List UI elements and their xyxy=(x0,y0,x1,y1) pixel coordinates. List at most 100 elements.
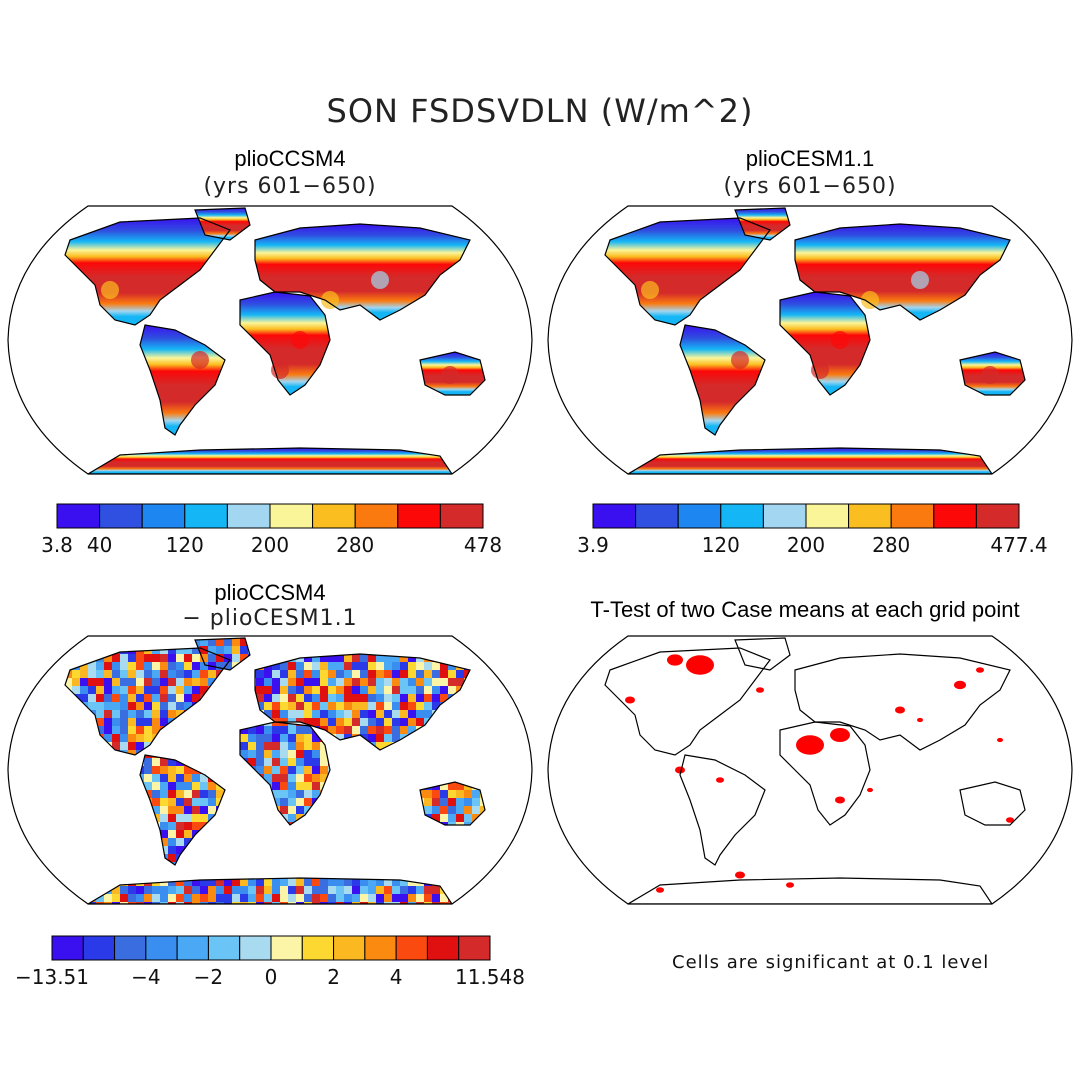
land-fill-antarctica xyxy=(628,448,992,474)
colorbar-swatch xyxy=(114,935,147,961)
significant-cell xyxy=(686,655,714,675)
colorbar-swatch xyxy=(239,935,272,961)
coastline-northAmerica xyxy=(64,217,231,326)
colorbar-tl: 3.8 40 120 200 280 478 xyxy=(41,503,502,557)
significant-cell xyxy=(917,717,923,723)
map-panel-tr xyxy=(547,205,1073,475)
colorbar-swatch xyxy=(848,503,892,529)
colorbar-tick-label: 120 xyxy=(702,533,740,557)
coastline-africa xyxy=(239,291,331,396)
significant-cell xyxy=(735,871,745,879)
field-patch xyxy=(911,271,929,289)
coastline-australia xyxy=(419,781,486,826)
coastline-southAmerica xyxy=(139,754,226,866)
field-patch xyxy=(861,291,879,309)
colorbar-swatch xyxy=(312,503,356,529)
land-fill-northAmerica xyxy=(605,218,770,325)
colorbar-swatch xyxy=(395,935,428,961)
field-patch xyxy=(641,281,659,299)
map-panel-br xyxy=(547,635,1073,905)
coastline-australia xyxy=(959,781,1026,826)
panel-subtitle-tr: (yrs 601−650) xyxy=(723,174,897,199)
coastline-eurasia xyxy=(254,653,471,751)
colorbar-swatch xyxy=(426,935,460,961)
figure-title: SON FSDSVDLN (W/m^2) xyxy=(326,92,754,130)
colorbar-swatch xyxy=(301,935,335,961)
field-patch xyxy=(291,331,309,349)
land-fill-greenland xyxy=(735,208,790,240)
significant-cell xyxy=(656,887,664,893)
colorbar-swatch xyxy=(270,935,303,961)
land-fill-eurasia xyxy=(255,224,470,320)
colorbar-swatch xyxy=(269,503,314,529)
colorbar-tick-label: −4 xyxy=(131,965,160,989)
colorbar-tick-label: 3.9 xyxy=(577,533,609,557)
panel-title-tl: plioCCSM4 xyxy=(234,146,346,171)
significant-cell xyxy=(675,766,685,774)
colorbar-tick-label: 3.8 xyxy=(41,533,73,557)
colorbar-swatch xyxy=(184,503,228,529)
coastline-northAmerica xyxy=(64,647,231,756)
coastline-africa xyxy=(779,291,871,396)
coastline-northAmerica xyxy=(604,647,771,756)
significant-cell xyxy=(796,735,824,755)
colorbar-tick-label: 120 xyxy=(166,533,204,557)
colorbar-tick-label: −13.51 xyxy=(15,965,89,989)
colorbar-tick-label: 2 xyxy=(327,965,340,989)
map-frame xyxy=(7,205,533,475)
significant-cell xyxy=(786,882,794,888)
colorbar-swatch xyxy=(176,935,209,961)
colorbar-tick-label: 4 xyxy=(390,965,403,989)
panel-title-tr: plioCESM1.1 xyxy=(745,146,875,171)
significant-cell xyxy=(830,728,850,742)
colorbar-tick-label: 11.548 xyxy=(455,965,525,989)
significant-cell xyxy=(756,687,764,693)
significant-cell xyxy=(1006,817,1014,823)
significant-cell xyxy=(667,654,683,666)
significant-cell xyxy=(976,667,984,673)
coastline-northAmerica xyxy=(604,217,771,326)
significant-cell xyxy=(867,787,873,793)
coastline-greenland xyxy=(734,637,791,671)
map-frame xyxy=(547,635,1073,905)
coastline-southAmerica xyxy=(679,754,766,866)
significant-cell xyxy=(997,737,1003,743)
field-patch xyxy=(831,331,849,349)
coastline-greenland xyxy=(194,207,251,241)
significant-cell xyxy=(895,706,905,714)
colorbar-swatch xyxy=(805,503,850,529)
field-patch xyxy=(731,351,749,369)
significant-cell xyxy=(716,777,724,783)
significance-note: Cells are significant at 0.1 level xyxy=(672,952,990,973)
coastline-greenland xyxy=(734,207,791,241)
colorbar-swatch xyxy=(397,503,441,529)
map-frame xyxy=(7,635,533,905)
colorbar-tick-label: 200 xyxy=(787,533,825,557)
panel-subtitle-tl: (yrs 601−650) xyxy=(203,174,377,199)
colorbar-tick-label: 280 xyxy=(872,533,910,557)
colorbar-swatch xyxy=(364,935,397,961)
colorbar-swatch xyxy=(720,503,764,529)
coastline-eurasia xyxy=(254,223,471,321)
colorbar-swatch xyxy=(207,935,241,961)
colorbar-tick-label: 200 xyxy=(251,533,289,557)
map-frame xyxy=(547,205,1073,475)
colorbar-swatch xyxy=(99,503,143,529)
colorbar-swatch xyxy=(56,503,101,529)
colorbar-swatch xyxy=(592,503,637,529)
colorbar-swatch xyxy=(975,503,1020,529)
field-patch xyxy=(441,366,459,384)
field-patch xyxy=(371,271,389,289)
colorbar-swatch xyxy=(354,503,399,529)
colorbar-tick-label: 478 xyxy=(464,533,502,557)
land-fill-antarctica xyxy=(88,448,452,474)
coastline-eurasia xyxy=(794,653,1011,751)
colorbar-tick-label: 477.4 xyxy=(990,533,1047,557)
coastline-australia xyxy=(419,351,486,396)
land-fill-africa xyxy=(780,292,870,395)
coastline-southAmerica xyxy=(679,324,766,436)
colorbar-swatch xyxy=(890,503,935,529)
field-patch xyxy=(811,361,829,379)
coastline-antarctica xyxy=(625,877,994,904)
field-patch xyxy=(271,361,289,379)
